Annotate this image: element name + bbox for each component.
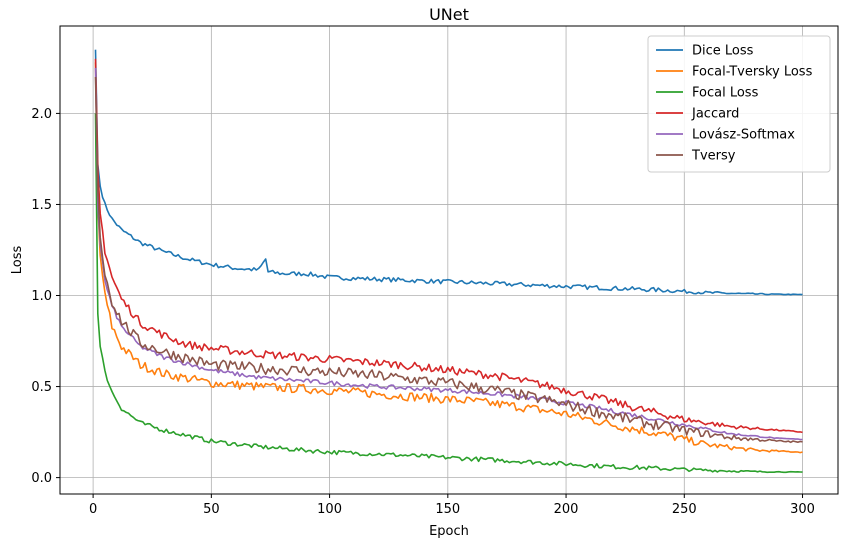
legend-label: Lovász-Softmax (692, 128, 795, 143)
legend-label: Tversy (691, 149, 736, 164)
legend-label: Focal Loss (692, 86, 759, 101)
legend-label: Dice Loss (692, 44, 754, 59)
legend: Dice Loss Focal-Tversky Loss Focal Loss Jac… (647, 35, 831, 173)
x-tick-label: 100 (317, 502, 342, 517)
y-tick-label: 1.5 (31, 198, 52, 213)
series-line-5 (94, 76, 803, 444)
y-axis-ticks: 0.0 0.5 1.0 1.5 2.0 (31, 107, 60, 486)
series-lines (94, 49, 803, 474)
x-tick-label: 0 (89, 502, 97, 517)
grid (60, 26, 838, 494)
plot-frame (59, 25, 839, 495)
y-tick-label: 0.0 (31, 471, 52, 486)
y-tick-label: 1.0 (31, 289, 52, 304)
x-tick-label: 300 (790, 502, 815, 517)
series-line-2 (94, 113, 803, 474)
y-tick-label: 0.5 (31, 380, 52, 395)
x-tick-label: 150 (435, 502, 460, 517)
series-line-4 (94, 67, 803, 441)
series-line-1 (94, 62, 803, 454)
legend-box (647, 35, 831, 173)
y-axis-title: Loss (10, 246, 25, 275)
legend-label: Jaccard (691, 107, 739, 122)
chart-title: UNet (429, 5, 469, 24)
legend-label: Focal-Tversky Loss (692, 65, 813, 80)
x-axis-ticks: 0 50 100 150 200 250 300 (89, 494, 815, 517)
series-line-0 (94, 49, 803, 296)
x-tick-label: 250 (672, 502, 697, 517)
x-axis-title: Epoch (429, 524, 469, 539)
x-tick-label: 50 (203, 502, 220, 517)
y-tick-label: 2.0 (31, 107, 52, 122)
series-line-3 (94, 58, 803, 434)
x-tick-label: 200 (554, 502, 579, 517)
